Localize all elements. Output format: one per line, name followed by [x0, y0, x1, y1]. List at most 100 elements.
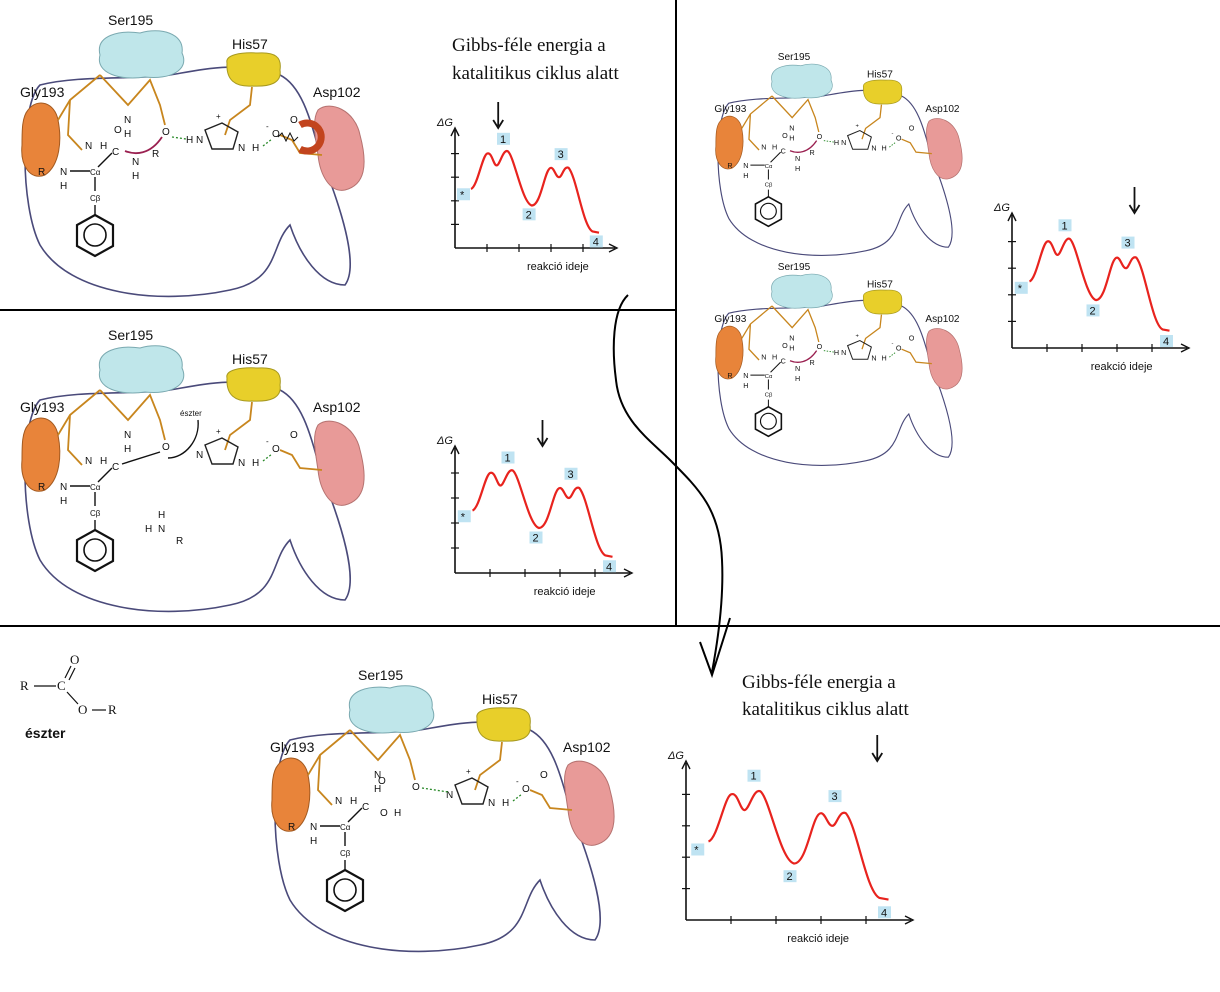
- carbonyl-c: C: [112, 147, 119, 158]
- point-label-box: [1121, 236, 1135, 249]
- amine-h-top: H: [158, 510, 165, 521]
- gly-nh-h: H: [100, 456, 107, 467]
- energy-title-line1-b: Gibbs-féle energia a: [742, 672, 896, 693]
- ser-o: O: [162, 442, 170, 453]
- energy-curve: [707, 790, 889, 901]
- point-label-box: [1160, 335, 1173, 348]
- ser195-label: Ser195: [778, 52, 811, 63]
- point-label-3: 3: [832, 791, 838, 803]
- asp-o1: O: [272, 444, 280, 455]
- point-label-0: *: [461, 511, 466, 523]
- substrate-ca: Cα: [90, 483, 101, 492]
- substrate-cb: Cβ: [765, 393, 773, 399]
- his-plus: +: [856, 334, 860, 340]
- point-label-box: [747, 769, 761, 782]
- gly193-label: Gly193: [20, 84, 65, 100]
- x-label: reakció ideje: [787, 933, 849, 945]
- asp102-label: Asp102: [925, 104, 960, 115]
- ser195-label: Ser195: [108, 12, 153, 28]
- his57-blob: [226, 52, 281, 87]
- his-n2: N: [238, 143, 245, 154]
- phenyl-ring: [75, 213, 115, 258]
- his-sidechain: [861, 104, 883, 140]
- energy-title-line2-a: katalitikus ciklus alatt: [452, 63, 619, 84]
- asp102-label: Asp102: [313, 399, 361, 415]
- amide-n: N: [795, 364, 800, 373]
- bond-ca-c: [97, 152, 113, 168]
- energy-title-line2-b: katalitikus ciklus alatt: [742, 699, 909, 720]
- his-n1: N: [841, 138, 846, 147]
- his-n2: N: [488, 798, 495, 809]
- bond-ca-c: [97, 467, 113, 483]
- y-label: ΔG: [667, 750, 684, 762]
- asp-o2: O: [290, 115, 298, 126]
- point-label-4: 4: [881, 907, 887, 919]
- acid-o-side: O: [380, 808, 388, 819]
- amide-n: N: [132, 157, 139, 168]
- asp-sidechain: [279, 449, 323, 471]
- ser-h: H: [789, 344, 794, 353]
- ester-r1: R: [20, 678, 29, 693]
- x-label: reakció ideje: [1091, 361, 1153, 373]
- asp-minus: -: [892, 341, 894, 347]
- gly-nh-n: N: [85, 141, 92, 152]
- gly193-label: Gly193: [20, 399, 65, 415]
- point-label-box: [1058, 219, 1072, 232]
- x-axis-arrow: [608, 243, 619, 253]
- gly-nh-h: H: [772, 142, 777, 151]
- his-h: H: [881, 144, 886, 153]
- ser-h: H: [124, 129, 131, 140]
- substrate-n: N: [310, 822, 317, 833]
- bond-ca-c: [347, 807, 363, 823]
- his-n1: N: [446, 790, 453, 801]
- point-label-4: 4: [606, 561, 612, 573]
- substrate-cb: Cβ: [90, 194, 101, 203]
- imidazole-ring: [846, 340, 872, 360]
- his-h: H: [252, 143, 259, 154]
- substrate-r: R: [38, 482, 45, 493]
- substrate-n: N: [60, 482, 67, 493]
- substrate-r: R: [288, 822, 295, 833]
- energy-curve: [471, 469, 613, 558]
- gly193-label: Gly193: [714, 314, 746, 325]
- his57-label: His57: [232, 351, 268, 367]
- ester-structure: R C O O R észter: [20, 652, 117, 741]
- gly-nh-n: N: [85, 456, 92, 467]
- enzyme-outline: [717, 299, 953, 466]
- amide-r: R: [809, 148, 814, 157]
- phenyl-aromatic: [83, 223, 107, 247]
- substrate-cb: Cβ: [340, 849, 351, 858]
- stage-arrow: [536, 420, 549, 448]
- magnet-icon: [298, 119, 325, 155]
- ser195-blob: [771, 63, 833, 99]
- his-plus: +: [856, 124, 860, 130]
- point-label-3: 3: [568, 469, 574, 481]
- asp-o2: O: [290, 430, 298, 441]
- imidazole-ring: [204, 122, 239, 150]
- substrate-r: R: [727, 161, 732, 170]
- his-n1: N: [196, 450, 203, 461]
- substrate-r: R: [727, 371, 732, 380]
- asp-o1: O: [272, 129, 280, 140]
- his57-blob: [863, 289, 903, 315]
- point-label-box: [522, 208, 536, 221]
- ser-o: O: [162, 127, 170, 138]
- hbond-his-asp: [262, 453, 273, 462]
- ester-o-side: O: [78, 702, 87, 717]
- backbone-chain: [741, 305, 820, 343]
- ser195-blob: [771, 273, 833, 309]
- point-label-1: 1: [1062, 220, 1068, 232]
- asp-o2: O: [909, 124, 915, 133]
- hbond-his-asp: [889, 351, 897, 358]
- substrate-n: N: [743, 161, 748, 170]
- y-axis-arrow: [681, 759, 691, 770]
- point-label-box: [457, 188, 470, 201]
- backbone-chain: [307, 729, 416, 781]
- asp-sidechain: [901, 348, 932, 365]
- his-plus: +: [466, 767, 471, 776]
- ser-n: N: [789, 334, 794, 343]
- point-label-2: 2: [526, 209, 532, 221]
